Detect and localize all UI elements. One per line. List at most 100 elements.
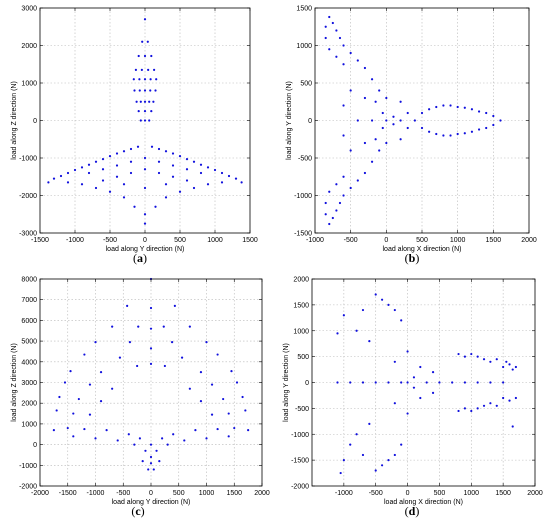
data-point — [216, 427, 219, 431]
data-point — [495, 358, 498, 361]
data-point — [393, 402, 396, 405]
data-point — [324, 201, 327, 205]
data-point — [230, 370, 233, 373]
data-point — [149, 78, 152, 81]
data-point — [374, 469, 377, 472]
data-point — [55, 409, 58, 412]
data-point — [178, 190, 182, 193]
x-tick-label: 2000 — [521, 237, 537, 244]
data-point — [143, 213, 147, 216]
data-point — [342, 175, 345, 178]
panel-b: -1000 -500 0 500 1000 1500 2000-1500-1000-5000… — [286, 6, 537, 266]
panel-c: -2000 -1500 -1000 -500 0 500 1000 1500 2000 -2000… — [11, 277, 270, 519]
data-point — [171, 152, 175, 155]
data-point — [206, 183, 210, 186]
data-point — [406, 412, 409, 415]
data-point — [157, 147, 161, 151]
x-tick-label: -1500 — [31, 237, 49, 244]
x-tick-label: -1000 — [66, 237, 84, 244]
data-point — [172, 433, 175, 436]
x-tick-label: -1000 — [306, 237, 324, 244]
data-point — [115, 152, 119, 155]
data-point — [328, 190, 331, 193]
data-point — [66, 171, 70, 175]
y-tick-label: -2000 — [291, 484, 309, 491]
data-point — [101, 158, 105, 161]
data-point — [393, 308, 396, 312]
data-point — [170, 341, 174, 344]
data-point — [80, 183, 84, 186]
data-point — [188, 387, 191, 390]
data-point — [485, 111, 488, 115]
x-tick-label: -1000 — [87, 490, 105, 497]
data-point — [463, 407, 467, 410]
y-tick-label: -2000 — [19, 193, 37, 200]
data-point — [514, 365, 517, 369]
y-tick-label: 2000 — [293, 277, 309, 284]
data-point — [149, 443, 153, 446]
data-point — [69, 370, 72, 373]
data-point — [336, 381, 339, 384]
data-point — [335, 29, 338, 32]
data-point — [495, 404, 498, 407]
data-point — [149, 462, 153, 465]
data-point — [126, 304, 129, 308]
data-point — [199, 400, 203, 403]
data-point — [164, 183, 168, 186]
y-tick-label: 500 — [297, 354, 309, 361]
data-point — [185, 168, 189, 171]
data-point — [178, 155, 182, 158]
data-point — [133, 443, 136, 446]
data-point — [143, 168, 147, 171]
data-point — [137, 110, 140, 113]
data-point — [420, 126, 424, 130]
data-point — [374, 100, 377, 103]
data-point — [442, 134, 445, 137]
data-point — [435, 105, 438, 109]
data-point — [149, 306, 153, 310]
data-point — [227, 412, 230, 415]
data-point — [227, 435, 230, 438]
y-tick-label: -1500 — [294, 231, 312, 238]
data-point — [392, 123, 395, 126]
data-point — [47, 181, 50, 184]
x-tick-label: -500 — [103, 237, 117, 244]
data-point — [381, 126, 384, 130]
data-point — [138, 78, 141, 81]
x-axis-label: load along Y direction (N) — [112, 499, 191, 506]
data-point — [87, 163, 91, 166]
data-point — [342, 459, 345, 462]
data-point — [66, 426, 69, 430]
y-tick-label: 0 — [33, 118, 37, 125]
y-tick-label: 1000 — [21, 421, 37, 428]
data-point — [502, 396, 505, 400]
data-point — [406, 126, 409, 130]
x-tick-label: 0 — [143, 237, 147, 244]
y-tick-label: -500 — [295, 406, 309, 413]
data-point — [192, 160, 196, 163]
data-point — [149, 327, 153, 330]
data-point — [470, 409, 473, 413]
data-point — [387, 303, 390, 306]
data-point — [132, 78, 135, 81]
y-tick-label: 1000 — [296, 43, 312, 50]
y-tick-label: -1000 — [294, 193, 312, 200]
x-tick-label: 2000 — [254, 490, 270, 497]
data-point — [164, 150, 168, 153]
x-tick-label: -500 — [116, 490, 130, 497]
data-point — [489, 381, 492, 384]
data-point — [148, 119, 151, 122]
data-point — [419, 365, 422, 369]
y-tick-label: -1000 — [291, 432, 309, 439]
data-point — [143, 156, 147, 160]
data-point — [66, 181, 70, 184]
x-axis-label: load along Y direction (N) — [106, 246, 185, 253]
data-point — [463, 106, 466, 109]
data-point — [342, 104, 345, 107]
data-point — [349, 381, 352, 384]
data-point — [363, 96, 367, 100]
data-point — [399, 138, 402, 141]
y-tick-label: 4000 — [21, 359, 37, 366]
data-point — [157, 160, 161, 163]
data-point — [235, 381, 239, 384]
